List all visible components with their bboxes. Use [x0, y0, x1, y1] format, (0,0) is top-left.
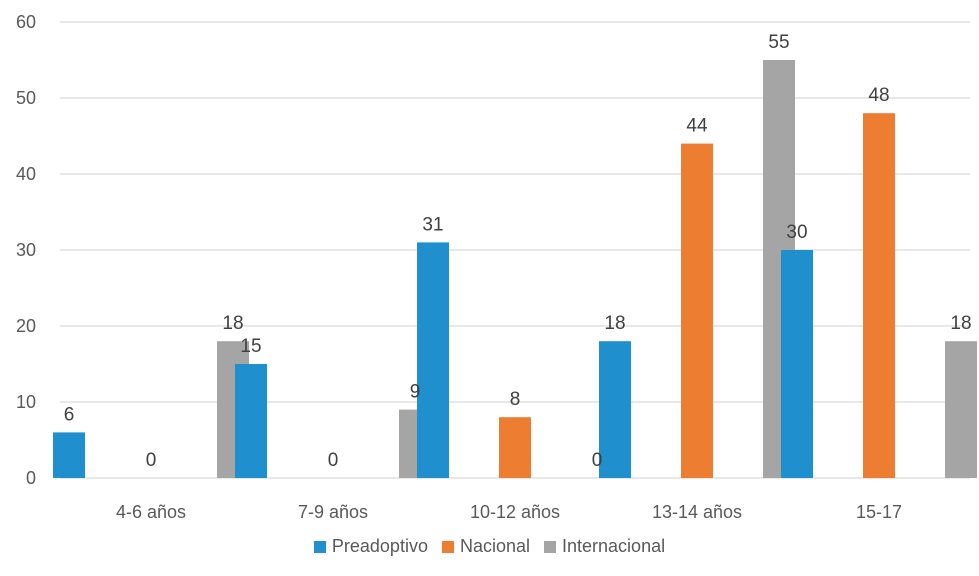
- data-label-preadoptivo-0: 6: [64, 404, 75, 425]
- bar-nacional-4: [863, 113, 895, 478]
- bar-preadoptivo-1: [235, 364, 267, 478]
- data-label-preadoptivo-3: 18: [604, 313, 625, 334]
- legend-label-internacional: Internacional: [562, 536, 666, 556]
- y-tick-label-0: 0: [26, 468, 36, 488]
- data-label-preadoptivo-1: 15: [240, 336, 261, 357]
- bar-preadoptivo-2: [417, 242, 449, 478]
- x-tick-label-2: 10-12 años: [470, 502, 560, 522]
- legend: Preadoptivo Nacional Internacional: [0, 536, 979, 557]
- bar-preadoptivo-3: [599, 341, 631, 478]
- x-tick-label-0: 4-6 años: [116, 502, 186, 522]
- x-axis-ticks: 4-6 años 7-9 años 10-12 años 13-14 años 15-1…: [116, 502, 902, 522]
- data-label-nacional-2: 8: [510, 389, 521, 410]
- data-label-nacional-1: 0: [328, 450, 339, 471]
- y-tick-label-30: 30: [16, 240, 36, 260]
- legend-swatch-nacional: [441, 540, 454, 553]
- x-tick-label-1: 7-9 años: [298, 502, 368, 522]
- bar-internacional-4: [945, 341, 977, 478]
- data-label-internacional-4: 18: [950, 313, 971, 334]
- data-label-internacional-2: 0: [592, 450, 603, 471]
- legend-swatch-internacional: [544, 540, 557, 553]
- data-label-nacional-4: 48: [868, 85, 889, 106]
- legend-item-internacional: Internacional: [544, 536, 665, 557]
- bar-nacional-3: [681, 143, 713, 478]
- legend-item-nacional: Nacional: [441, 536, 531, 557]
- legend-swatch-preadoptivo: [313, 540, 326, 553]
- y-tick-label-60: 60: [16, 12, 36, 32]
- bar-preadoptivo-4: [781, 250, 813, 478]
- x-tick-label-3: 13-14 años: [652, 502, 742, 522]
- data-label-nacional-0: 0: [146, 450, 157, 471]
- data-label-nacional-3: 44: [686, 116, 708, 137]
- y-tick-label-50: 50: [16, 88, 36, 108]
- data-label-internacional-3: 55: [768, 32, 789, 53]
- data-label-preadoptivo-2: 31: [422, 214, 443, 235]
- x-tick-label-4: 15-17: [856, 502, 902, 522]
- bar-preadoptivo-0: [53, 432, 85, 478]
- legend-label-preadoptivo: Preadoptivo: [331, 536, 428, 556]
- legend-item-preadoptivo: Preadoptivo: [313, 536, 428, 557]
- y-tick-label-10: 10: [16, 392, 36, 412]
- y-tick-label-20: 20: [16, 316, 36, 336]
- bars: [53, 60, 977, 478]
- legend-label-nacional: Nacional: [459, 536, 531, 556]
- data-label-internacional-1: 9: [410, 382, 421, 403]
- data-label-internacional-0: 18: [222, 313, 243, 334]
- y-tick-label-40: 40: [16, 164, 36, 184]
- gridlines: [60, 21, 970, 479]
- bar-nacional-2: [499, 417, 531, 478]
- data-label-preadoptivo-4: 30: [786, 222, 807, 243]
- y-axis-ticks: 0 10 20 30 40 50 60: [16, 12, 36, 488]
